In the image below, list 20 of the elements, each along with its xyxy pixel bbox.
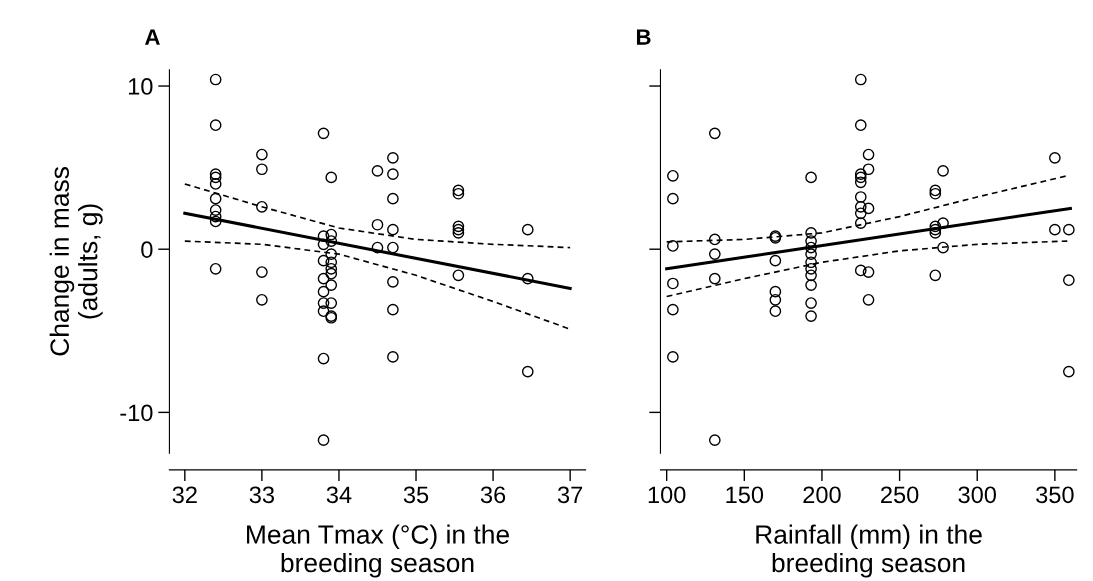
x-axis-title: Rainfall (mm) in the breeding season	[756, 524, 982, 578]
y-axis-title: Change in mass (adults, g)	[49, 167, 103, 356]
x-tick-label: 34	[326, 486, 352, 504]
x-tick-label: 150	[726, 486, 764, 504]
chart-title: B	[636, 29, 651, 45]
y-tick-label: -10	[120, 404, 153, 422]
x-tick-label: 33	[249, 486, 274, 504]
x-tick-label: 37	[557, 486, 583, 504]
x-axis-title: Mean Tmax (°C) in the breeding season	[247, 524, 509, 578]
chart-title: A	[145, 29, 160, 45]
x-tick-label: 36	[480, 486, 506, 504]
x-tick-label: 32	[172, 486, 197, 504]
x-tick-label: 350	[1036, 486, 1074, 504]
y-tick-label: 10	[128, 78, 153, 95]
y-tick-label: 0	[141, 241, 153, 258]
x-tick-label: 100	[648, 486, 686, 504]
x-tick-label: 200	[803, 486, 841, 504]
x-tick-label: 250	[881, 486, 919, 504]
x-tick-label: 35	[403, 486, 429, 504]
x-tick-label: 300	[958, 486, 996, 504]
